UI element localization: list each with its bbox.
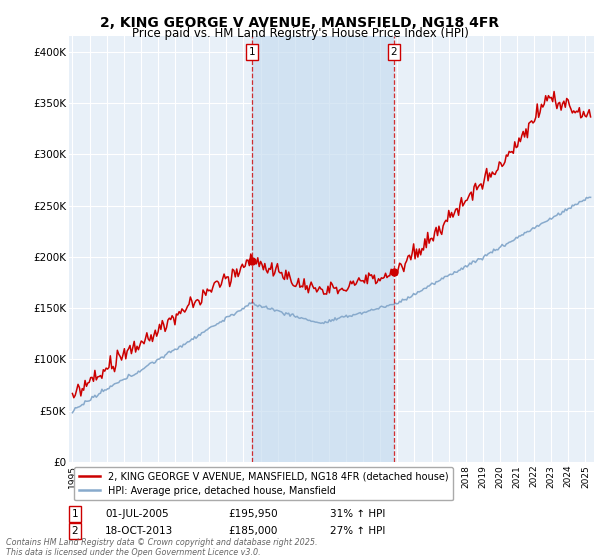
Text: Price paid vs. HM Land Registry's House Price Index (HPI): Price paid vs. HM Land Registry's House … [131,27,469,40]
Text: 2: 2 [71,526,79,536]
Text: 18-OCT-2013: 18-OCT-2013 [105,526,173,536]
Text: 2, KING GEORGE V AVENUE, MANSFIELD, NG18 4FR: 2, KING GEORGE V AVENUE, MANSFIELD, NG18… [100,16,500,30]
Legend: 2, KING GEORGE V AVENUE, MANSFIELD, NG18 4FR (detached house), HPI: Average pric: 2, KING GEORGE V AVENUE, MANSFIELD, NG18… [74,467,454,501]
Text: 1: 1 [248,47,255,57]
Text: 31% ↑ HPI: 31% ↑ HPI [330,509,385,519]
Text: Contains HM Land Registry data © Crown copyright and database right 2025.
This d: Contains HM Land Registry data © Crown c… [6,538,317,557]
Text: 27% ↑ HPI: 27% ↑ HPI [330,526,385,536]
Text: £195,950: £195,950 [228,509,278,519]
Text: 01-JUL-2005: 01-JUL-2005 [105,509,169,519]
Text: £185,000: £185,000 [228,526,277,536]
Text: 2: 2 [391,47,397,57]
Text: 1: 1 [71,509,79,519]
Bar [252,36,394,462]
